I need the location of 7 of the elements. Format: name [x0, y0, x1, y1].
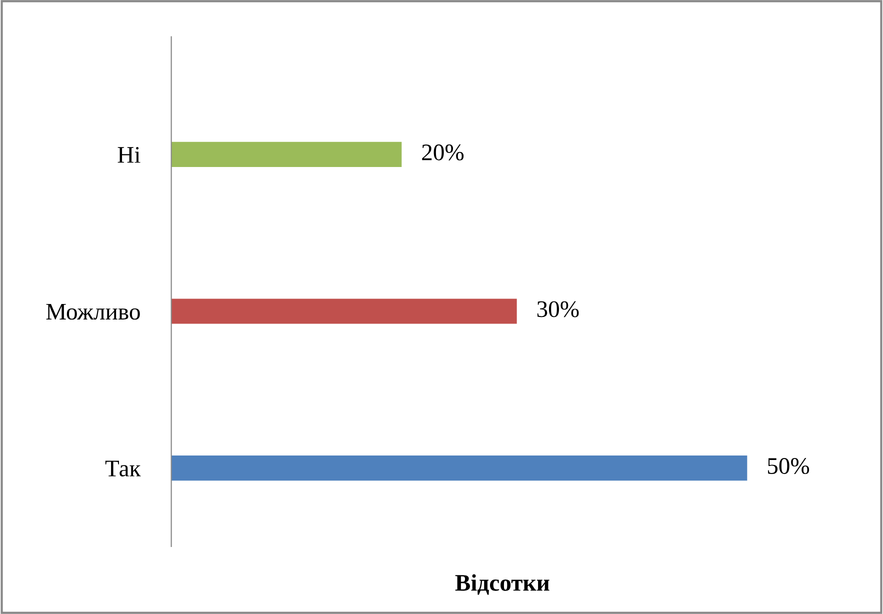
data-label: 50% [768, 458, 810, 474]
y-tick-label: Ні [118, 147, 140, 163]
data-label: 20% [422, 144, 464, 160]
data-label: 30% [537, 301, 579, 318]
y-tick-label: Можливо [46, 304, 140, 320]
x-axis-title: Відсотки [455, 574, 550, 595]
y-tick-label: Так [105, 460, 141, 476]
